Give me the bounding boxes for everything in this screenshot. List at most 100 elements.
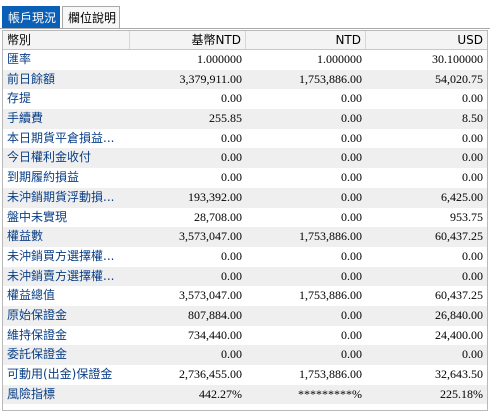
cell-base-ntd: 3,573,047.00 (179, 288, 242, 303)
cell-usd: 6,425.00 (441, 189, 483, 204)
row-label: 前日餘額 (7, 71, 56, 86)
cell-ntd: 1,753,886.00 (299, 288, 362, 303)
grid-header: 幣別 基幣NTD NTD USD (3, 31, 487, 50)
tab-bar: 帳戶現況 欄位說明 (0, 0, 490, 30)
cell-ntd: 1.000000 (317, 52, 362, 66)
cell-base-ntd: 28,708.00 (194, 209, 242, 224)
cell-base-ntd: 0.00 (221, 130, 242, 145)
table-row[interactable]: 匯率 1.000000 1.000000 30.100000 (3, 50, 487, 70)
row-label: 風險指標 (7, 386, 56, 401)
row-label: 維持保證金 (7, 327, 68, 342)
row-label: 本日期貨平倉損益... (7, 130, 115, 145)
cell-base-ntd: 0.00 (221, 268, 242, 283)
cell-ntd: 1,753,886.00 (299, 229, 362, 244)
cell-base-ntd: 0.00 (221, 150, 242, 165)
cell-ntd: 0.00 (341, 150, 362, 165)
cell-usd: 54,020.75 (435, 71, 483, 86)
table-row[interactable]: 未沖銷買方選擇權... 0.00 0.00 0.00 (3, 247, 487, 267)
cell-base-ntd: 0.00 (221, 91, 242, 106)
cell-ntd: 0.00 (341, 130, 362, 145)
table-row[interactable]: 手續費 255.85 0.00 8.50 (3, 109, 487, 129)
cell-usd: 60,437.25 (435, 229, 483, 244)
row-label: 存提 (7, 91, 32, 106)
tab-account-status[interactable]: 帳戶現況 (2, 6, 60, 28)
cell-base-ntd: 2,736,455.00 (179, 367, 242, 381)
column-header-currency[interactable]: 幣別 (3, 31, 130, 49)
cell-ntd: 0.00 (341, 111, 362, 126)
table-row[interactable]: 權益總值 3,573,047.00 1,753,886.00 60,437.25 (3, 286, 487, 306)
cell-usd: 0.00 (462, 347, 483, 362)
cell-ntd: 0.00 (341, 327, 362, 342)
table-row[interactable]: 存提 0.00 0.00 0.00 (3, 89, 487, 109)
table-row[interactable]: 可動用(出金)保證金 2,736,455.00 1,753,886.00 32,643… (3, 365, 487, 385)
cell-usd: 953.75 (450, 209, 483, 224)
cell-ntd: 0.00 (341, 307, 362, 322)
cell-base-ntd: 193,392.00 (188, 189, 242, 204)
row-label: 盤中未實現 (7, 209, 68, 224)
cell-usd: 60,437.25 (435, 288, 483, 303)
cell-usd: 0.00 (462, 268, 483, 283)
cell-usd: 0.00 (462, 248, 483, 263)
row-label: 手續費 (7, 111, 44, 126)
row-label: 委託保證金 (7, 347, 68, 362)
cell-base-ntd: 255.85 (209, 111, 242, 126)
cell-usd: 26,840.00 (435, 307, 483, 322)
cell-ntd: 0.00 (341, 91, 362, 106)
cell-base-ntd: 3,573,047.00 (179, 229, 242, 244)
cell-usd: 0.00 (462, 91, 483, 106)
cell-usd: 24,400.00 (435, 327, 483, 342)
table-row[interactable]: 今日權利金收付 0.00 0.00 0.00 (3, 148, 487, 169)
tab-field-description[interactable]: 欄位說明 (62, 6, 120, 28)
cell-usd: 225.18% (440, 386, 483, 401)
table-row[interactable]: 權益數 3,573,047.00 1,753,886.00 60,437.25 (3, 227, 487, 247)
row-label: 未沖銷期貨浮動損... (7, 189, 115, 204)
cell-usd: 0.00 (462, 130, 483, 145)
table-row[interactable]: 本日期貨平倉損益... 0.00 0.00 0.00 (3, 129, 487, 149)
cell-base-ntd: 442.27% (199, 386, 242, 401)
cell-ntd: 0.00 (341, 248, 362, 263)
column-header-base-ntd[interactable]: 基幣NTD (130, 31, 246, 49)
table-row[interactable]: 委託保證金 0.00 0.00 0.00 (3, 345, 487, 365)
row-label: 未沖銷賣方選擇權... (7, 268, 115, 283)
cell-ntd: 1,753,886.00 (299, 71, 362, 86)
cell-base-ntd: 0.00 (221, 347, 242, 362)
cell-ntd: 0.00 (341, 170, 362, 185)
cell-ntd: 0.00 (341, 209, 362, 224)
cell-base-ntd: 807,884.00 (188, 307, 242, 322)
row-label: 匯率 (7, 52, 32, 66)
cell-usd: 0.00 (462, 150, 483, 165)
cell-ntd: *********% (298, 386, 362, 401)
cell-usd: 30.100000 (432, 52, 483, 66)
row-label: 可動用(出金)保證金 (7, 367, 113, 381)
table-row[interactable]: 到期履約損益 0.00 0.00 0.00 (3, 168, 487, 188)
table-row[interactable]: 未沖銷期貨浮動損... 193,392.00 0.00 6,425.00 (3, 187, 487, 208)
cell-ntd: 0.00 (341, 189, 362, 204)
table-row[interactable]: 維持保證金 734,440.00 0.00 24,400.00 (3, 326, 487, 346)
cell-ntd: 0.00 (341, 347, 362, 362)
table-row[interactable]: 盤中未實現 28,708.00 0.00 953.75 (3, 208, 487, 228)
account-grid: 幣別 基幣NTD NTD USD 匯率 1.000000 1.000000 30.10… (2, 30, 488, 411)
cell-ntd: 0.00 (341, 268, 362, 283)
column-header-ntd[interactable]: NTD (246, 31, 366, 49)
cell-base-ntd: 1.000000 (197, 52, 242, 66)
table-row[interactable]: 前日餘額 3,379,911.00 1,753,886.00 54,020.75 (3, 69, 487, 90)
cell-base-ntd: 0.00 (221, 248, 242, 263)
table-row[interactable]: 未沖銷賣方選擇權... 0.00 0.00 0.00 (3, 266, 487, 287)
table-row[interactable]: 風險指標 442.27% *********% 225.18% (3, 384, 487, 405)
row-label: 權益總值 (7, 288, 56, 303)
row-label: 原始保證金 (7, 307, 68, 322)
cell-base-ntd: 0.00 (221, 170, 242, 185)
cell-base-ntd: 3,379,911.00 (179, 71, 242, 86)
cell-ntd: 1,753,886.00 (299, 367, 362, 381)
cell-usd: 8.50 (462, 111, 483, 126)
row-label: 權益數 (7, 229, 44, 244)
cell-base-ntd: 734,440.00 (188, 327, 242, 342)
tab-divider (0, 28, 490, 29)
row-label: 未沖銷買方選擇權... (7, 248, 115, 263)
column-header-usd[interactable]: USD (457, 33, 483, 47)
row-label: 今日權利金收付 (7, 150, 92, 165)
row-label: 到期履約損益 (7, 170, 80, 185)
cell-usd: 32,643.50 (435, 367, 483, 381)
cell-usd: 0.00 (462, 170, 483, 185)
table-row[interactable]: 原始保證金 807,884.00 0.00 26,840.00 (3, 305, 487, 326)
